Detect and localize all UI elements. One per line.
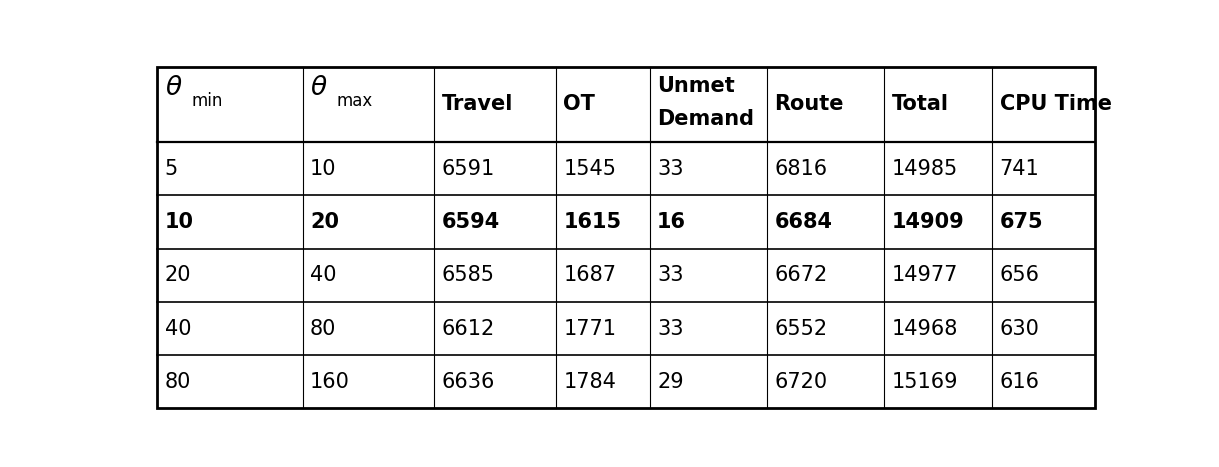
Text: 675: 675 [1000,212,1043,232]
Text: Demand: Demand [657,109,755,129]
Text: 20: 20 [165,265,191,285]
Text: 20: 20 [310,212,339,232]
Text: 6816: 6816 [774,159,828,179]
Text: CPU Time: CPU Time [1000,94,1112,114]
Text: 15169: 15169 [891,372,958,392]
Text: 1615: 1615 [563,212,622,232]
Text: OT: OT [563,94,595,114]
Text: 6684: 6684 [774,212,833,232]
Text: 6672: 6672 [774,265,828,285]
Text: Unmet: Unmet [657,77,735,96]
Text: 33: 33 [657,159,684,179]
Text: 6636: 6636 [441,372,495,392]
Text: 741: 741 [1000,159,1040,179]
Text: 80: 80 [165,372,191,392]
Text: 630: 630 [1000,318,1040,339]
Text: 16: 16 [657,212,686,232]
Text: 33: 33 [657,318,684,339]
Text: Total: Total [891,94,948,114]
Text: 1687: 1687 [563,265,617,285]
Text: 10: 10 [310,159,336,179]
Text: 40: 40 [165,318,191,339]
Text: 616: 616 [1000,372,1040,392]
Text: $\theta$: $\theta$ [165,75,183,101]
Text: 656: 656 [1000,265,1040,285]
Text: 5: 5 [165,159,178,179]
Text: 6552: 6552 [774,318,828,339]
Text: max: max [336,92,373,110]
Text: 80: 80 [310,318,336,339]
Text: 1771: 1771 [563,318,617,339]
Text: Route: Route [774,94,844,114]
Text: 6720: 6720 [774,372,828,392]
Text: min: min [191,92,223,110]
Text: 1545: 1545 [563,159,617,179]
Text: 6612: 6612 [441,318,495,339]
Text: 6594: 6594 [441,212,500,232]
Text: 14968: 14968 [891,318,958,339]
Text: 14985: 14985 [891,159,958,179]
Text: 6591: 6591 [441,159,495,179]
Text: 29: 29 [657,372,684,392]
Text: 6585: 6585 [441,265,495,285]
Text: 14909: 14909 [891,212,964,232]
Text: 1784: 1784 [563,372,617,392]
Text: Travel: Travel [441,94,513,114]
Text: 40: 40 [310,265,336,285]
Text: 33: 33 [657,265,684,285]
Text: 14977: 14977 [891,265,958,285]
Text: 10: 10 [165,212,194,232]
Text: 160: 160 [310,372,350,392]
Text: $\theta$: $\theta$ [310,75,328,101]
